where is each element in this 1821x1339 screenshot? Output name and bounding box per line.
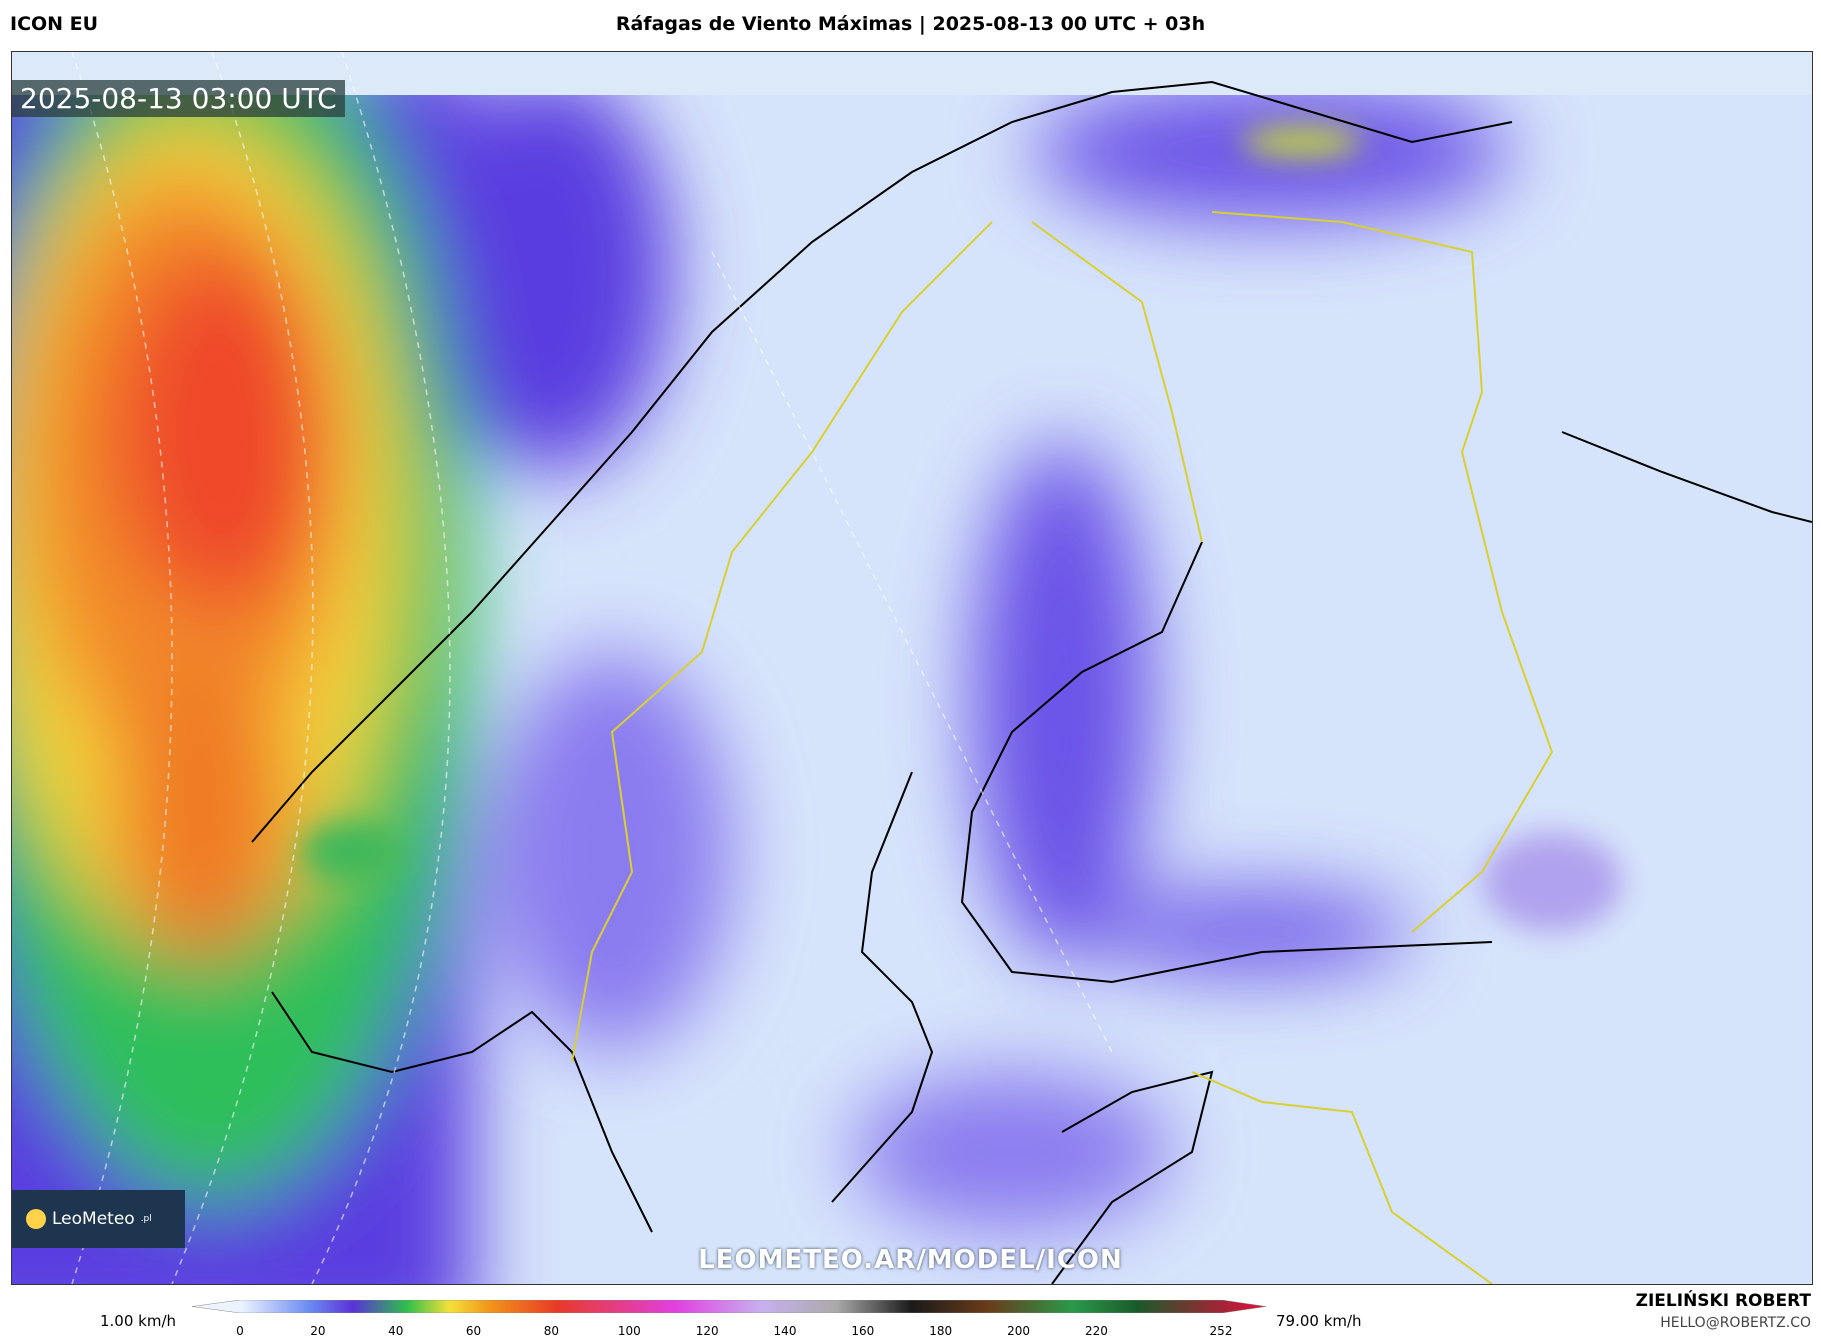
legend-tick: 252	[1209, 1324, 1233, 1338]
legend-tick: 200	[1007, 1324, 1031, 1338]
legend-tick: 180	[929, 1324, 953, 1338]
legend-max: 79.00 km/h	[1276, 1312, 1362, 1330]
legend-min: 1.00 km/h	[100, 1312, 177, 1330]
logo-text: LeoMeteo	[52, 1209, 135, 1229]
map-canvas	[12, 52, 1812, 1284]
logo-icon	[26, 1209, 46, 1229]
legend-tick: 40	[388, 1324, 404, 1338]
title: Ráfagas de Viento Máximas | 2025-08-13 0…	[615, 13, 1206, 35]
watermark: LEOMETEO.AR/MODEL/ICON	[698, 1245, 1123, 1275]
legend-tick: 140	[773, 1324, 797, 1338]
legend-tick: 220	[1084, 1324, 1108, 1338]
timestamp: 2025-08-13 03:00 UTC	[12, 80, 345, 117]
legend-tick: 60	[465, 1324, 482, 1338]
model-name: ICON EU	[10, 13, 99, 35]
logo: LeoMeteo .pl	[12, 1190, 185, 1248]
email: HELLO@ROBERTZ.CO	[1660, 1315, 1811, 1331]
map	[11, 51, 1813, 1285]
legend-tick: 100	[617, 1324, 641, 1338]
author: ZIELIŃSKI ROBERT	[1635, 1291, 1811, 1311]
colorbar	[192, 1300, 1266, 1313]
logo-suffix: .pl	[140, 1214, 152, 1224]
legend-tick: 20	[310, 1324, 326, 1338]
legend-tick: 120	[695, 1324, 719, 1338]
legend-tick: 80	[543, 1324, 560, 1338]
legend-tick: 160	[851, 1324, 875, 1338]
legend-tick: 0	[236, 1324, 244, 1338]
